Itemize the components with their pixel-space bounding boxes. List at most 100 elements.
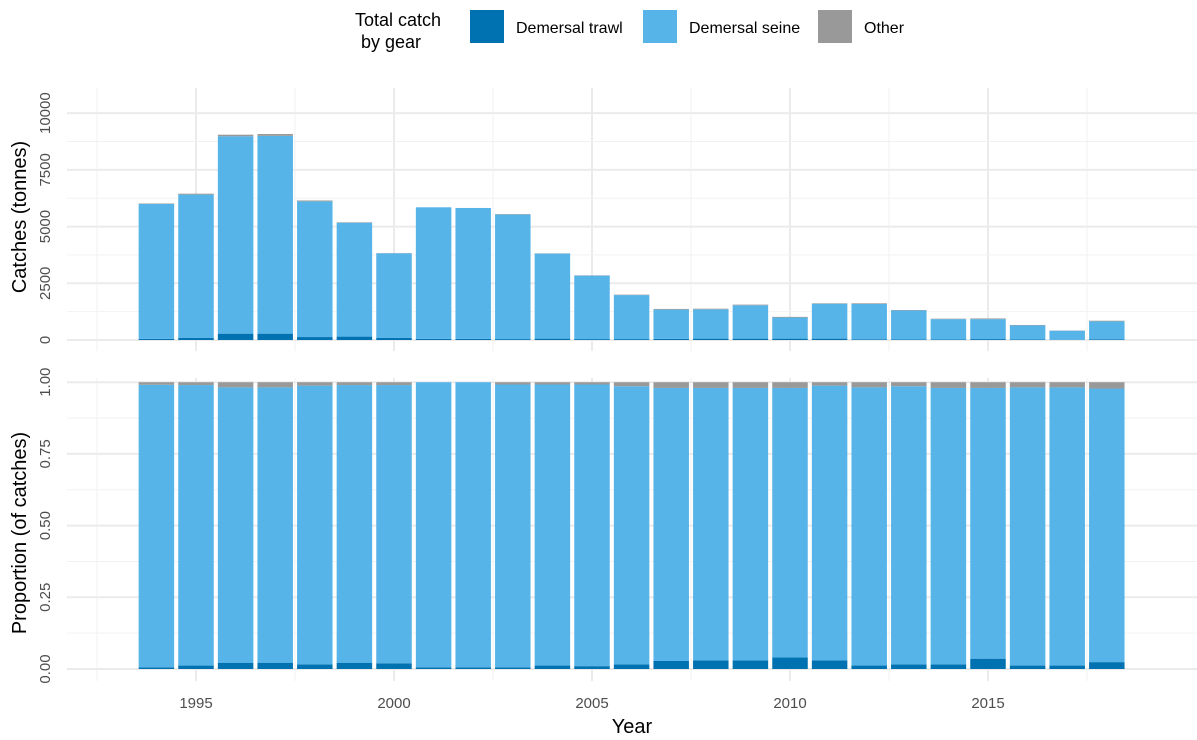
- bar-segment: [693, 309, 729, 339]
- bar-segment: [217, 134, 254, 137]
- bar-segment: [1089, 388, 1125, 663]
- legend-swatch-demersal-trawl: [470, 10, 504, 43]
- bar-segment: [653, 382, 689, 388]
- bar-segment: [574, 384, 610, 667]
- bar-segment: [772, 382, 808, 388]
- bar-segment: [534, 382, 571, 385]
- bar-segment: [930, 664, 967, 669]
- bar-segment: [772, 657, 808, 669]
- bar-segment: [257, 135, 293, 334]
- bar-segment: [257, 134, 293, 136]
- bar-segment: [970, 339, 1006, 340]
- bar-segment: [772, 317, 808, 339]
- bar-segment: [376, 382, 412, 386]
- legend-swatch-other: [818, 10, 852, 43]
- bar-segment: [257, 662, 293, 669]
- bar-segment: [415, 338, 452, 340]
- bar-segment: [495, 384, 531, 668]
- bar-segment: [455, 207, 491, 339]
- bar-segment: [1009, 382, 1046, 388]
- bar-segment: [653, 309, 689, 339]
- bar-segment: [257, 333, 293, 340]
- bar-segment: [376, 385, 412, 664]
- bar-segment: [970, 658, 1006, 669]
- bar-segment: [415, 382, 452, 668]
- bar-segment: [257, 382, 293, 388]
- bar-segment: [970, 382, 1006, 388]
- bar-segment: [178, 193, 214, 195]
- bar-segment: [336, 222, 373, 337]
- bar-segment: [1089, 339, 1125, 340]
- bar-segment: [653, 660, 689, 669]
- bar-segment: [613, 386, 650, 665]
- bar-segment: [851, 303, 887, 304]
- bar-segment: [1009, 665, 1046, 669]
- bar-segment: [772, 316, 808, 318]
- bar-segment: [138, 382, 175, 385]
- bar-segment: [495, 382, 531, 385]
- bar-segment: [495, 214, 531, 340]
- bar-segment: [851, 382, 887, 388]
- bar-segment: [732, 304, 769, 306]
- bar-segment: [891, 382, 927, 387]
- bar-segment: [1089, 321, 1125, 340]
- bar-segment: [376, 253, 412, 338]
- bar-segment: [178, 337, 214, 340]
- bar-segment: [930, 319, 967, 340]
- bar-segment: [455, 382, 491, 668]
- bar-segment: [138, 338, 175, 340]
- bar-segment: [336, 385, 373, 663]
- bar-segment: [732, 382, 769, 388]
- legend-label-demersal-seine: Demersal seine: [689, 20, 800, 37]
- legend-label-demersal-trawl: Demersal trawl: [516, 20, 623, 37]
- bar-segment: [851, 303, 887, 340]
- y-tick-label: 2500: [37, 267, 54, 300]
- bar-segment: [891, 310, 927, 340]
- bar-segment: [891, 664, 927, 669]
- proportion-bars: [138, 382, 1125, 669]
- bar-segment: [653, 308, 689, 310]
- bar-segment: [1049, 665, 1085, 669]
- bar-segment: [732, 305, 769, 339]
- bar-segment: [732, 387, 769, 661]
- bar-segment: [455, 667, 491, 669]
- bar-segment: [495, 339, 531, 340]
- legend-title-line1: Total catch: [355, 10, 441, 30]
- bar-segment: [693, 660, 729, 669]
- bar-segment: [297, 337, 333, 340]
- proportion-y-axis-title: Proportion (of catches): [9, 432, 31, 634]
- catches-panel: 0 2500 5000 7500 10000 Catches (tonnes): [9, 88, 1197, 351]
- catches-bars: [138, 134, 1125, 340]
- bar-segment: [811, 385, 848, 661]
- bar-segment: [851, 387, 887, 666]
- bar-segment: [534, 665, 571, 669]
- bar-segment: [217, 136, 254, 334]
- bar-segment: [574, 275, 610, 340]
- bar-segment: [693, 387, 729, 661]
- catches-y-axis-title: Catches (tonnes): [9, 141, 31, 293]
- y-tick-label: 7500: [37, 153, 54, 186]
- bar-segment: [178, 382, 214, 386]
- catches-y-ticks: 0 2500 5000 7500 10000: [37, 92, 54, 344]
- bar-segment: [257, 387, 293, 663]
- bar-segment: [495, 667, 531, 669]
- bar-segment: [178, 385, 214, 666]
- bar-segment: [455, 338, 491, 340]
- bar-segment: [930, 387, 967, 665]
- bar-segment: [1009, 387, 1046, 666]
- bar-segment: [376, 663, 412, 669]
- legend-label-other: Other: [864, 20, 905, 37]
- bar-segment: [693, 382, 729, 388]
- bar-segment: [376, 337, 412, 340]
- bar-segment: [1049, 382, 1085, 388]
- bar-segment: [297, 201, 333, 338]
- legend-title-line2: by gear: [361, 32, 421, 52]
- bar-segment: [217, 382, 254, 388]
- bar-segment: [178, 665, 214, 669]
- bar-segment: [613, 295, 650, 340]
- bar-segment: [811, 338, 848, 340]
- bar-segment: [574, 666, 610, 669]
- bar-segment: [772, 387, 808, 658]
- bar-segment: [811, 382, 848, 386]
